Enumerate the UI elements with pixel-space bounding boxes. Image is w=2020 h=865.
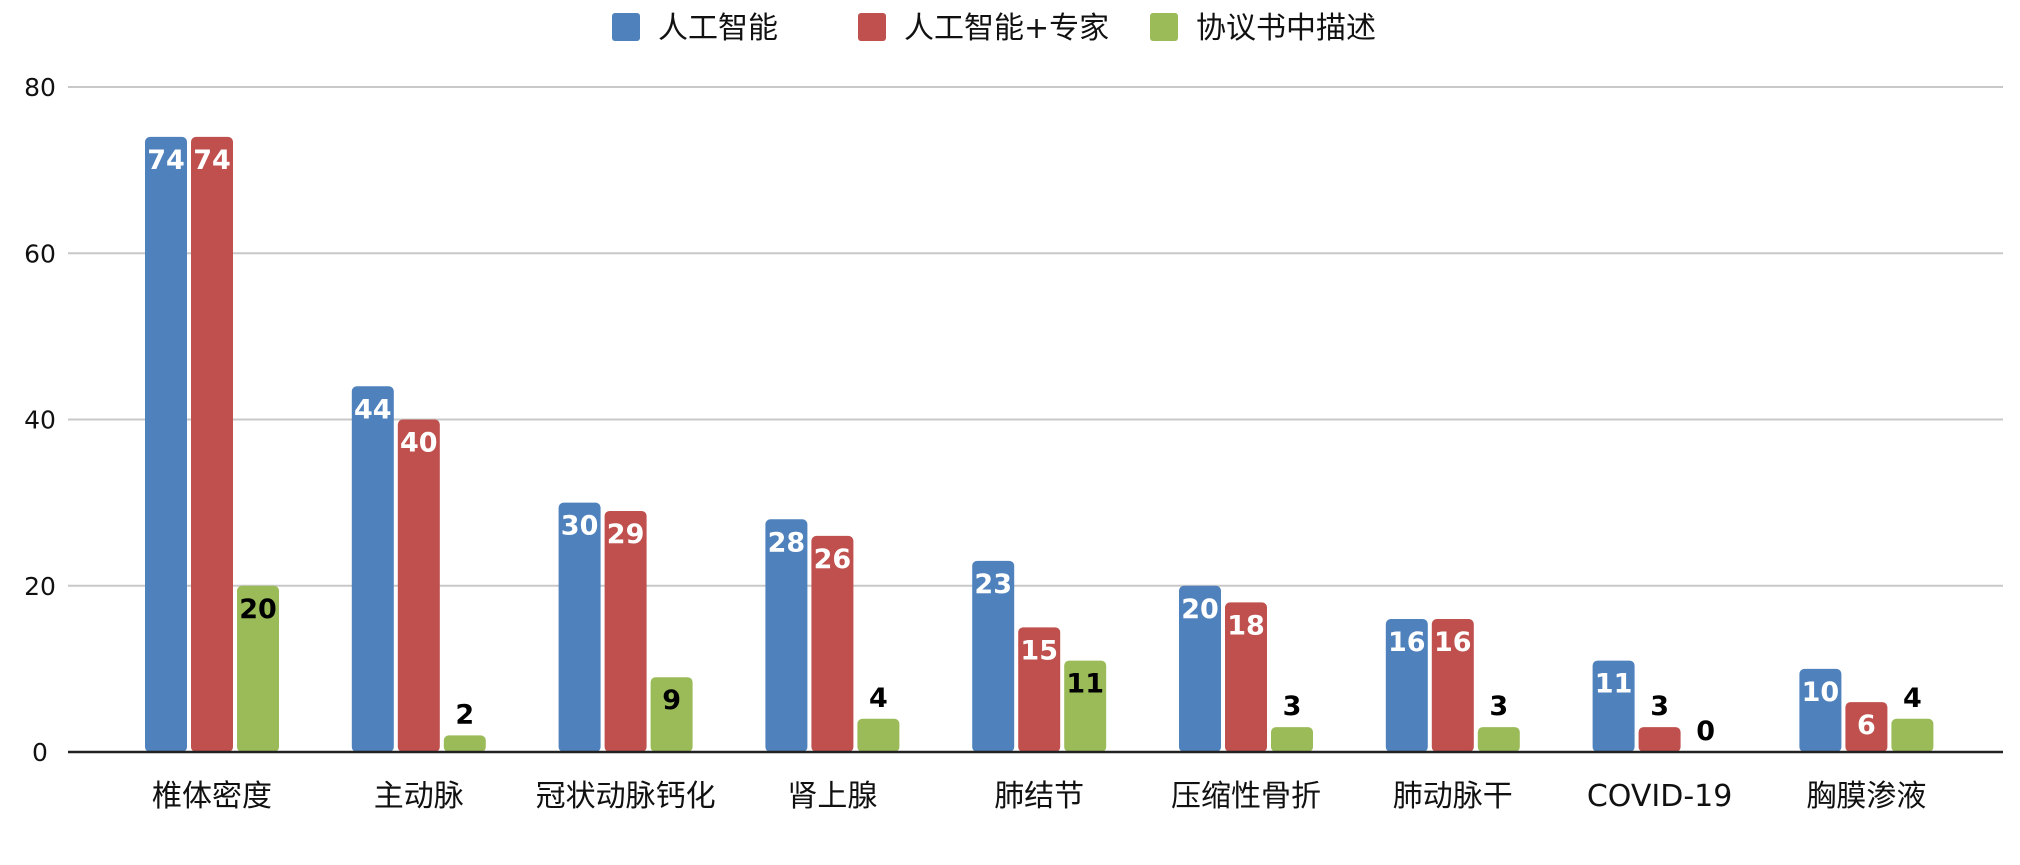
x-tick-label: 压缩性骨折 (1171, 779, 1321, 814)
x-tick-label: 肺动脉干 (1393, 779, 1513, 814)
bar (145, 136, 187, 752)
data-label: 26 (814, 544, 852, 575)
data-label: 3 (1489, 691, 1508, 722)
bar (1431, 619, 1474, 752)
bar (191, 136, 233, 752)
x-axis: 椎体密度 主动脉 冠状动脉钙化 肾上腺 肺结节 压缩性骨折 肺动脉干 COVID-19 胸膜渗液 (68, 750, 2003, 814)
bar (1225, 602, 1267, 752)
data-label: 9 (662, 685, 681, 716)
bar (237, 585, 279, 752)
x-tick-label: 肺结节 (994, 779, 1084, 814)
legend-entry: 人工智能+专家 (904, 11, 1109, 46)
data-label: 16 (1434, 627, 1472, 658)
x-tick-label: 主动脉 (374, 779, 464, 814)
legend-swatch (612, 13, 640, 41)
bar (650, 677, 693, 752)
data-label: 11 (1066, 669, 1104, 700)
data-label: 20 (239, 594, 277, 625)
bar (1891, 718, 1934, 752)
data-label: 74 (147, 145, 185, 176)
data-label: 4 (1903, 683, 1922, 714)
legend-swatch (1150, 13, 1178, 41)
data-label: 3 (1283, 691, 1302, 722)
bar (443, 735, 486, 752)
data-label: 20 (1181, 594, 1219, 625)
data-label: 0 (1696, 716, 1715, 747)
bar (765, 519, 808, 752)
data-label: 3 (1650, 691, 1669, 722)
bars (145, 136, 1934, 752)
y-tick-label: 40 (24, 406, 56, 435)
x-tick-label: 冠状动脉钙化 (536, 779, 716, 814)
legend-entry: 人工智能 (658, 11, 778, 46)
y-tick-label: 0 (32, 738, 48, 767)
x-tick-label: COVID-19 (1587, 779, 1733, 814)
bar (1477, 727, 1520, 752)
bar (351, 386, 394, 752)
y-axis: 0 20 40 60 80 (24, 73, 56, 767)
data-label: 40 (400, 428, 438, 459)
legend-entry: 协议书中描述 (1196, 11, 1376, 46)
data-label: 29 (607, 519, 645, 550)
data-label: 16 (1388, 627, 1426, 658)
bar (857, 718, 900, 752)
data-label: 10 (1802, 677, 1840, 708)
bar (972, 560, 1015, 752)
x-tick-label: 肾上腺 (787, 779, 877, 814)
data-label: 18 (1227, 610, 1265, 641)
data-label: 74 (193, 145, 231, 176)
legend-swatch (858, 13, 886, 41)
y-tick-label: 20 (24, 572, 56, 601)
data-label: 44 (354, 394, 392, 425)
data-label: 28 (768, 527, 806, 558)
bar (1271, 727, 1313, 752)
data-label: 15 (1020, 635, 1058, 666)
y-tick-label: 80 (24, 73, 56, 102)
bar (558, 502, 601, 752)
bar (1799, 668, 1842, 752)
data-label: 6 (1857, 710, 1876, 741)
bar (1179, 585, 1221, 752)
data-label: 2 (455, 699, 474, 730)
data-label: 4 (869, 683, 888, 714)
x-tick-label: 椎体密度 (152, 779, 272, 814)
bar (604, 510, 647, 752)
bar (1638, 727, 1681, 752)
data-label: 23 (974, 569, 1012, 600)
bar (1845, 702, 1888, 752)
bar (1385, 619, 1428, 752)
bar (397, 419, 440, 752)
x-tick-label: 胸膜渗液 (1806, 779, 1926, 814)
bar (1064, 660, 1107, 752)
bar (1592, 660, 1635, 752)
y-tick-label: 60 (24, 239, 56, 268)
data-label: 30 (561, 511, 599, 542)
data-label: 11 (1595, 669, 1633, 700)
bar (1018, 627, 1061, 752)
bar (811, 535, 854, 752)
legend: 人工智能 人工智能+专家 协议书中描述 (612, 11, 1376, 46)
